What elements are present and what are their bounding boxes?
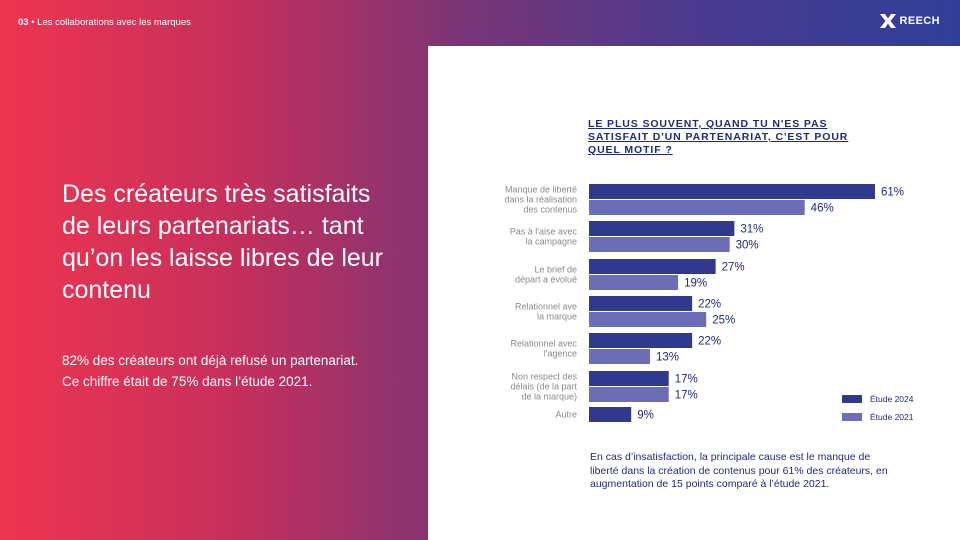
- bar-1--tude-2021: [589, 200, 805, 215]
- bar-1--tude-2024: [589, 184, 875, 199]
- category-label: Non respect des délais (de la part de la m…: [510, 372, 577, 402]
- value-label: 22%: [698, 336, 721, 348]
- value-label: 25%: [712, 315, 735, 327]
- value-label: 17%: [675, 374, 698, 386]
- value-label: 9%: [637, 410, 654, 422]
- category-label: Relationnel ave la marque: [515, 302, 577, 322]
- legend-swatch: [842, 413, 862, 421]
- bar-6--tude-2021: [589, 387, 669, 402]
- value-label: 31%: [740, 224, 763, 236]
- value-label: 27%: [722, 262, 745, 274]
- logo-text: REECH: [899, 15, 940, 27]
- value-labels: 61% 46% 31% 30% 27% 19% 22% 25% 22% 13% 17% 17% 9%: [637, 187, 904, 422]
- bars-group: [589, 184, 875, 422]
- bar-3--tude-2024: [589, 259, 716, 274]
- category-label: Relationnel avec l'agence: [510, 339, 577, 359]
- category-label: Autre: [555, 410, 577, 420]
- value-label: 19%: [684, 278, 707, 290]
- bar-2--tude-2024: [589, 221, 735, 236]
- subtext: 82% des créateurs ont déjà refusé un par…: [62, 353, 359, 389]
- chart-panel: [428, 46, 960, 540]
- value-label: 22%: [698, 299, 721, 311]
- section-breadcrumb: 03 • Les collaborations avec les marques: [18, 17, 191, 28]
- bar-6--tude-2024: [589, 371, 669, 386]
- value-label: 61%: [881, 187, 904, 199]
- chart-title: LE PLUS SOUVENT, QUAND TU N'ES PAS SATIS…: [588, 118, 849, 156]
- bar-3--tude-2021: [589, 275, 679, 290]
- bar-5--tude-2024: [589, 333, 693, 348]
- category-label: Pas à l'aise avec la campagne: [510, 227, 578, 247]
- legend-label: Étude 2024: [870, 394, 914, 404]
- headline: Des créateurs très satisfaits de leurs p…: [62, 180, 384, 304]
- bar-4--tude-2021: [589, 312, 707, 327]
- category-label: Manque de liberté dans la réalisation des …: [504, 185, 577, 215]
- section-number: 03: [18, 17, 29, 28]
- value-label: 17%: [675, 390, 698, 402]
- chart-note: En cas d’insatisfaction, la principale c…: [590, 451, 888, 490]
- legend-swatch: [842, 395, 862, 403]
- value-label: 46%: [811, 203, 834, 215]
- bar-2--tude-2021: [589, 237, 730, 252]
- value-label: 13%: [656, 352, 679, 364]
- reech-x-icon: [880, 14, 897, 28]
- legend: Étude 2024 Étude 2021: [842, 394, 914, 422]
- section-title: • Les collaborations avec les marques: [31, 17, 191, 28]
- bar-4--tude-2024: [589, 296, 693, 311]
- category-label: Le brief de départ a évolué: [515, 265, 577, 285]
- legend-label: Étude 2021: [870, 412, 914, 422]
- reech-logo: REECH: [879, 13, 940, 29]
- value-label: 30%: [736, 240, 759, 252]
- bar-7--tude-2024: [589, 407, 632, 422]
- bar-5--tude-2021: [589, 349, 650, 364]
- category-labels: Manque de liberté dans la réalisation des …: [504, 185, 577, 420]
